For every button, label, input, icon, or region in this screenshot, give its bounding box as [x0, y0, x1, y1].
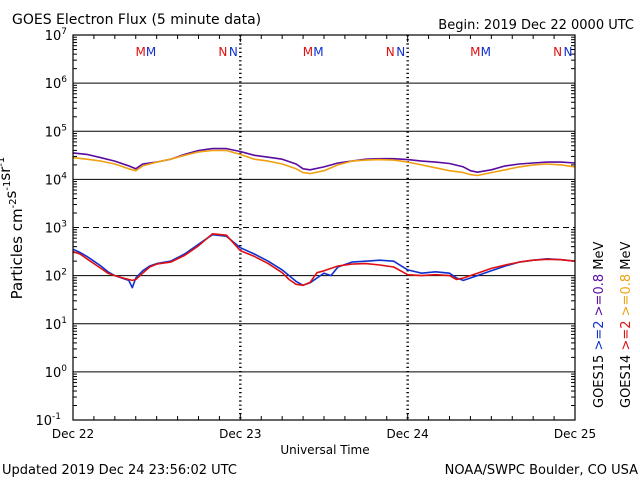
- plot-frame: [72, 34, 576, 421]
- marker-label: N: [386, 45, 395, 59]
- legend-entry: GOES14 >=2 >=0.8 MeV: [619, 242, 634, 408]
- legend-entry: GOES15 >=2 >=0.8 MeV: [592, 242, 607, 408]
- marker-label: N: [564, 45, 573, 59]
- marker-label: N: [396, 45, 405, 59]
- series-lines: [72, 147, 576, 289]
- x-axis-label: Universal Time: [280, 443, 369, 457]
- marker-label: N: [229, 45, 238, 59]
- legend-text: MeV: [592, 242, 607, 274]
- marker-label: M: [481, 45, 491, 59]
- legend-text: GOES14: [619, 355, 634, 408]
- marker-label: M: [470, 45, 480, 59]
- legend-text: GOES15: [592, 355, 607, 408]
- y-tick-label: 103: [45, 220, 67, 237]
- legend-text: >=0.8: [592, 274, 607, 321]
- x-tick-label: Dec 25: [554, 427, 596, 441]
- legend-text: >=2: [592, 320, 607, 354]
- marker-label: N: [218, 45, 227, 59]
- y-tick-label: 107: [45, 27, 67, 44]
- chart-title: GOES Electron Flux (5 minute data): [12, 12, 261, 28]
- gridlines: [73, 35, 575, 420]
- marker-label: M: [303, 45, 313, 59]
- marker-label: M: [313, 45, 323, 59]
- legend-text: MeV: [619, 242, 634, 274]
- credit-text: NOAA/SWPC Boulder, CO USA: [445, 463, 638, 478]
- x-tick-label: Dec 22: [52, 427, 94, 441]
- marker-label: N: [553, 45, 562, 59]
- updated-timestamp: Updated 2019 Dec 24 23:56:02 UTC: [2, 463, 237, 478]
- y-tick-label: 101: [45, 316, 67, 333]
- begin-date: Begin: 2019 Dec 22 0000 UTC: [438, 18, 634, 33]
- y-axis-label: Particles cm-2s-1sr-1: [0, 157, 26, 300]
- legend-text: >=0.8: [619, 274, 634, 321]
- marker-label: M: [135, 45, 145, 59]
- y-tick-label: 100: [45, 364, 68, 381]
- series-line-3: [72, 233, 576, 289]
- legend-text: >=2: [619, 320, 634, 354]
- x-tick-label: Dec 23: [219, 427, 261, 441]
- x-tick-label: Dec 24: [387, 427, 429, 441]
- y-tick-label: 104: [45, 171, 68, 188]
- y-tick-label: 105: [45, 123, 67, 140]
- series-line-2: [72, 149, 576, 177]
- y-tick-label: 106: [45, 75, 68, 92]
- series-line-1: [72, 147, 576, 173]
- marker-label: M: [146, 45, 156, 59]
- x-tick-labels: Dec 22 Dec 23 Dec 24 Dec 25: [52, 427, 596, 441]
- series-line-4: [72, 233, 576, 287]
- y-tick-label: 102: [45, 268, 67, 285]
